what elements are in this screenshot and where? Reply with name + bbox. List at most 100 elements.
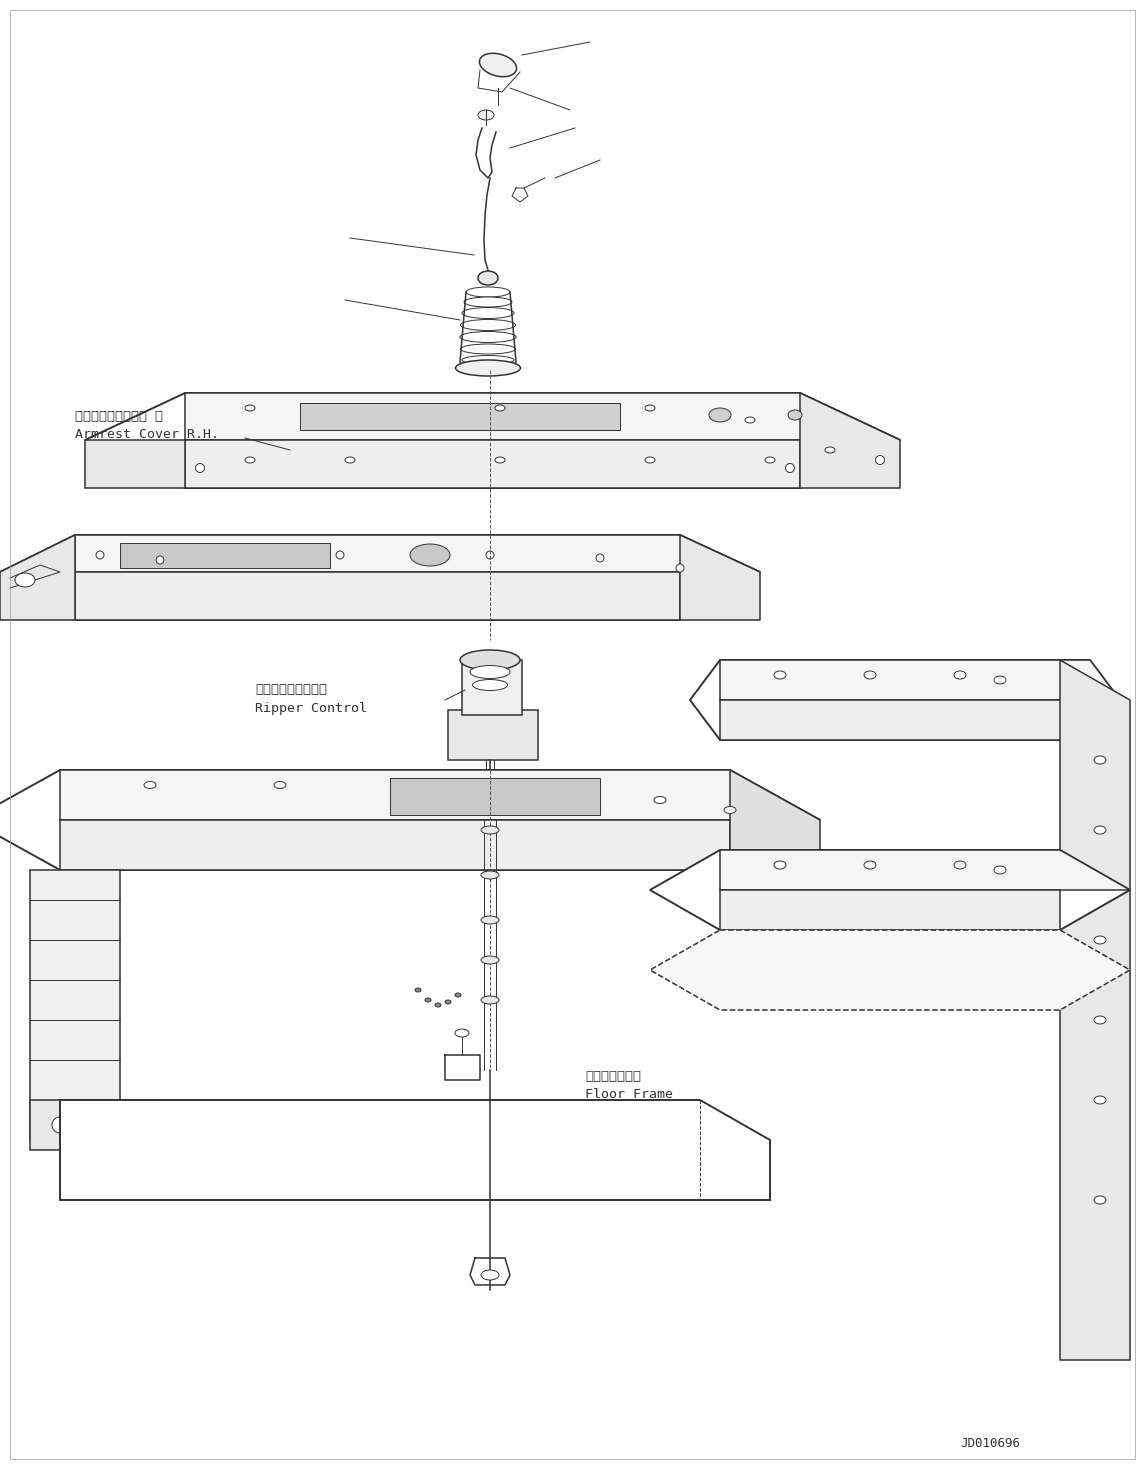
Ellipse shape: [456, 360, 521, 376]
Polygon shape: [1060, 660, 1130, 1360]
Ellipse shape: [645, 405, 655, 411]
Ellipse shape: [1093, 826, 1106, 834]
Ellipse shape: [495, 457, 505, 463]
Ellipse shape: [112, 1116, 128, 1133]
Ellipse shape: [464, 297, 512, 307]
Ellipse shape: [481, 996, 499, 1003]
Polygon shape: [30, 870, 120, 1140]
Ellipse shape: [156, 555, 164, 564]
Text: アームレストカバー 右: アームレストカバー 右: [76, 410, 163, 423]
Ellipse shape: [466, 286, 510, 297]
Polygon shape: [85, 441, 185, 488]
Ellipse shape: [1093, 1196, 1106, 1205]
Ellipse shape: [196, 464, 205, 473]
Ellipse shape: [1093, 936, 1106, 945]
Ellipse shape: [745, 417, 755, 423]
Polygon shape: [461, 660, 522, 715]
Polygon shape: [76, 571, 680, 620]
Ellipse shape: [425, 997, 431, 1002]
Ellipse shape: [709, 408, 731, 422]
Polygon shape: [120, 544, 330, 569]
Ellipse shape: [785, 464, 795, 473]
Ellipse shape: [455, 993, 461, 997]
Ellipse shape: [774, 671, 785, 679]
Ellipse shape: [1093, 1017, 1106, 1024]
Ellipse shape: [654, 796, 666, 804]
Polygon shape: [720, 701, 1090, 740]
Polygon shape: [390, 779, 600, 815]
Ellipse shape: [481, 826, 499, 834]
Ellipse shape: [345, 457, 355, 463]
Ellipse shape: [410, 544, 450, 566]
Ellipse shape: [461, 307, 514, 319]
Ellipse shape: [676, 564, 684, 571]
Ellipse shape: [414, 989, 421, 992]
Ellipse shape: [495, 405, 505, 411]
Ellipse shape: [274, 782, 286, 789]
Ellipse shape: [1093, 757, 1106, 764]
Polygon shape: [680, 535, 760, 620]
Text: フロアフレーム: フロアフレーム: [585, 1069, 641, 1083]
Ellipse shape: [461, 355, 514, 364]
Polygon shape: [720, 851, 1130, 890]
Text: リッパコントロール: リッパコントロール: [255, 683, 327, 696]
Ellipse shape: [481, 1271, 499, 1279]
Polygon shape: [0, 535, 760, 620]
Ellipse shape: [597, 554, 605, 563]
Polygon shape: [185, 441, 800, 488]
Ellipse shape: [96, 551, 104, 560]
Ellipse shape: [477, 110, 493, 120]
Ellipse shape: [481, 917, 499, 924]
Ellipse shape: [1093, 1096, 1106, 1105]
Ellipse shape: [765, 457, 775, 463]
Polygon shape: [300, 403, 619, 430]
Ellipse shape: [480, 53, 516, 76]
Ellipse shape: [473, 680, 507, 690]
Polygon shape: [731, 770, 820, 870]
Text: Ripper Control: Ripper Control: [255, 702, 368, 715]
Polygon shape: [800, 394, 900, 488]
Ellipse shape: [455, 1028, 469, 1037]
Text: Floor Frame: Floor Frame: [585, 1089, 673, 1100]
Polygon shape: [720, 660, 1120, 701]
Polygon shape: [448, 710, 538, 759]
Polygon shape: [76, 535, 760, 571]
Ellipse shape: [245, 405, 255, 411]
Ellipse shape: [864, 861, 876, 870]
Ellipse shape: [52, 1116, 68, 1133]
Ellipse shape: [481, 871, 499, 878]
Ellipse shape: [788, 410, 802, 420]
Polygon shape: [0, 535, 76, 620]
Ellipse shape: [435, 1003, 441, 1008]
Ellipse shape: [826, 447, 835, 452]
Polygon shape: [0, 770, 820, 870]
Ellipse shape: [876, 455, 884, 464]
Polygon shape: [650, 851, 1130, 930]
Ellipse shape: [774, 861, 785, 870]
Ellipse shape: [460, 344, 515, 354]
Ellipse shape: [481, 956, 499, 964]
Ellipse shape: [335, 551, 343, 560]
Ellipse shape: [144, 782, 156, 789]
Polygon shape: [30, 1100, 160, 1150]
Ellipse shape: [994, 867, 1006, 874]
Polygon shape: [85, 394, 900, 488]
Ellipse shape: [645, 457, 655, 463]
Polygon shape: [60, 1100, 769, 1200]
Ellipse shape: [954, 861, 966, 870]
Polygon shape: [60, 770, 820, 820]
Ellipse shape: [445, 1000, 451, 1003]
Ellipse shape: [15, 573, 35, 588]
Polygon shape: [185, 394, 900, 441]
Ellipse shape: [394, 786, 406, 793]
Ellipse shape: [460, 649, 520, 670]
Polygon shape: [60, 820, 731, 870]
Ellipse shape: [485, 551, 493, 560]
Ellipse shape: [460, 332, 516, 342]
Text: Armrest Cover R.H.: Armrest Cover R.H.: [76, 427, 219, 441]
Polygon shape: [720, 890, 1060, 930]
Ellipse shape: [477, 270, 498, 285]
Ellipse shape: [994, 676, 1006, 685]
Ellipse shape: [534, 786, 546, 793]
Ellipse shape: [864, 671, 876, 679]
